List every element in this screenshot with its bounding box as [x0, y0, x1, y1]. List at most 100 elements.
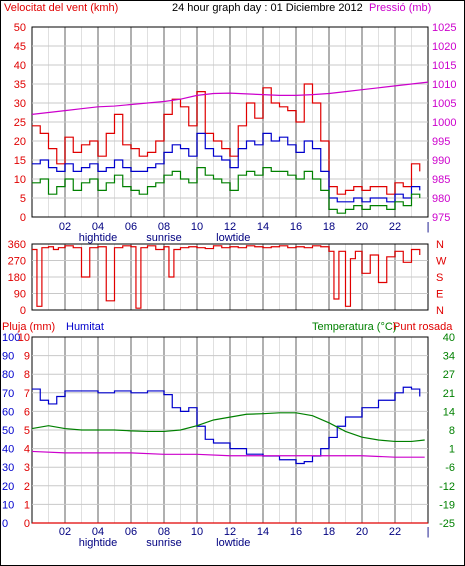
- dir-y-tick: 180: [8, 272, 26, 284]
- humidity-panel: 1009080706050403020100109876543210403427…: [2, 332, 455, 549]
- series-pressure: [31, 81, 429, 115]
- wind-y-tick: 20: [14, 136, 26, 148]
- hum-y-tick: 30: [2, 462, 14, 474]
- dir-y-tick: 90: [14, 289, 26, 301]
- pressure-y-tick: 975: [432, 212, 450, 224]
- temp-y-tick: 8: [449, 425, 455, 437]
- wind-y-tick: 45: [14, 41, 26, 53]
- temp-y-tick: 14: [443, 406, 455, 418]
- series-dew: [31, 450, 425, 458]
- rain-y-tick: 2: [24, 481, 30, 493]
- x-tick-label: 14: [257, 221, 269, 233]
- temp-y-tick: 40: [443, 332, 455, 344]
- wind-y-tick: 15: [14, 155, 26, 167]
- temp-y-tick: -19: [439, 499, 455, 511]
- series-avgwind: [32, 132, 421, 203]
- tide-label: hightide: [79, 232, 118, 244]
- pressure-y-tick: 985: [432, 174, 450, 186]
- humidity-title: Humitat: [66, 321, 104, 333]
- x-tick-label: 12: [224, 221, 236, 233]
- wind-panel: 5045403530252015105010251020101510101005…: [14, 22, 457, 244]
- x-tick-label: 16: [290, 526, 302, 538]
- rain-y-tick: 9: [24, 351, 30, 363]
- x-tick-label: 20: [356, 221, 368, 233]
- temp-y-tick: 34: [443, 351, 455, 363]
- x-tick-label: 02: [59, 526, 71, 538]
- hum-y-tick: 80: [2, 369, 14, 381]
- x-tick-label: 10: [191, 526, 203, 538]
- hum-y-tick: 40: [2, 444, 14, 456]
- rain-y-tick: 0: [24, 518, 30, 530]
- x-tick-label: 06: [125, 221, 137, 233]
- temp-y-tick: -25: [439, 518, 455, 530]
- temperature-title: Temperatura (°C): [312, 321, 396, 333]
- pressure-y-tick: 990: [432, 155, 450, 167]
- wind-y-tick: 10: [14, 174, 26, 186]
- x-tick-label: 18: [323, 526, 335, 538]
- dewpoint-title: Punt rosada: [393, 321, 453, 333]
- pressure-y-tick: 1025: [432, 22, 456, 34]
- x-tick-label: |: [427, 526, 430, 538]
- x-tick-label: 22: [389, 526, 401, 538]
- x-tick-label: 04: [92, 221, 104, 233]
- hum-y-tick: 20: [2, 481, 14, 493]
- wind-y-tick: 35: [14, 79, 26, 91]
- x-tick-label: 16: [290, 221, 302, 233]
- pressure-y-tick: 1005: [432, 98, 456, 110]
- temp-y-tick: -6: [445, 462, 455, 474]
- tide-label: hightide: [79, 537, 118, 549]
- x-tick-label: 18: [323, 221, 335, 233]
- compass-tick: S: [436, 272, 443, 284]
- series-gust: [32, 167, 421, 214]
- rain-y-tick: 8: [24, 369, 30, 381]
- hum-y-tick: 90: [2, 351, 14, 363]
- x-tick-label: 14: [257, 526, 269, 538]
- compass-tick: W: [436, 256, 447, 268]
- x-tick-label: 08: [158, 526, 170, 538]
- rain-title: Pluja (mm): [2, 321, 55, 333]
- dir-y-tick: 360: [8, 239, 26, 251]
- wind-y-tick: 40: [14, 60, 26, 72]
- tide-label: sunrise: [146, 232, 181, 244]
- pressure-y-tick: 1000: [432, 117, 456, 129]
- rain-y-tick: 4: [24, 444, 30, 456]
- hum-y-tick: 50: [2, 425, 14, 437]
- temp-y-tick: 1: [449, 444, 455, 456]
- wind-speed-title: Velocitat del vent (kmh): [4, 2, 118, 14]
- rain-y-tick: 10: [18, 332, 30, 344]
- wind-y-tick: 5: [20, 193, 26, 205]
- rain-y-tick: 3: [24, 462, 30, 474]
- rain-y-tick: 7: [24, 388, 30, 400]
- temp-y-tick: 21: [443, 388, 455, 400]
- pressure-y-tick: 1010: [432, 79, 456, 91]
- dir-y-tick: 270: [8, 256, 26, 268]
- compass-tick: E: [436, 289, 443, 301]
- pressure-title: Pressió (mb): [369, 2, 431, 14]
- wind-y-tick: 30: [14, 98, 26, 110]
- hum-y-tick: 0: [2, 518, 8, 530]
- tide-label: lowtide: [216, 232, 250, 244]
- wind-y-tick: 25: [14, 117, 26, 129]
- series-wind: [32, 83, 421, 195]
- x-tick-label: 08: [158, 221, 170, 233]
- rain-y-tick: 6: [24, 406, 30, 418]
- x-tick-label: 02: [59, 221, 71, 233]
- temp-y-tick: 27: [443, 369, 455, 381]
- x-tick-label: |: [427, 221, 430, 233]
- compass-tick: N: [436, 239, 444, 251]
- wind-y-tick: 0: [20, 212, 26, 224]
- x-tick-label: 22: [389, 221, 401, 233]
- tide-label: lowtide: [216, 537, 250, 549]
- wind-y-tick: 50: [14, 22, 26, 34]
- x-tick-label: 04: [92, 526, 104, 538]
- rain-y-tick: 5: [24, 425, 30, 437]
- x-tick-label: 12: [224, 526, 236, 538]
- pressure-y-tick: 980: [432, 193, 450, 205]
- hum-y-tick: 100: [2, 332, 20, 344]
- hum-y-tick: 60: [2, 406, 14, 418]
- graph-date-title: 24 hour graph day : 01 Diciembre 2012: [172, 2, 363, 14]
- pressure-y-tick: 1015: [432, 60, 456, 72]
- hum-y-tick: 10: [2, 499, 14, 511]
- temp-y-tick: -12: [439, 481, 455, 493]
